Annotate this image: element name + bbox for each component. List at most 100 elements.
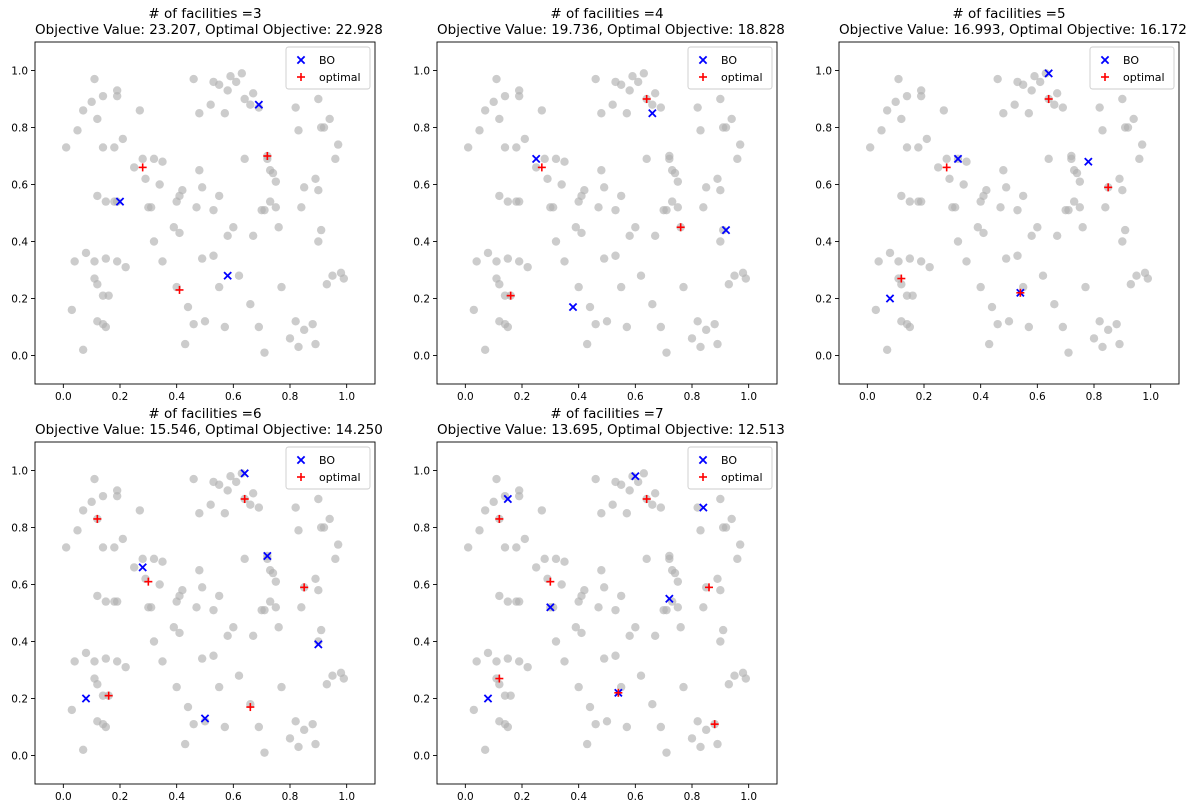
- customer-point: [463, 543, 473, 552]
- customer-point: [271, 203, 281, 212]
- optimal-point: [175, 285, 184, 294]
- customer-point: [333, 140, 343, 149]
- customer-point: [650, 489, 660, 498]
- customer-point: [733, 554, 742, 564]
- customer-point: [693, 317, 702, 326]
- customer-point: [339, 674, 349, 683]
- customer-point: [297, 603, 306, 612]
- customer-point: [551, 637, 561, 646]
- customer-point: [294, 742, 303, 752]
- customer-point: [984, 339, 994, 349]
- customer-point: [577, 228, 586, 238]
- customer-point: [628, 472, 637, 481]
- x-tick-label: 1.0: [740, 791, 757, 803]
- x-tick-label: 0.2: [514, 791, 531, 803]
- customer-point: [571, 623, 581, 632]
- customer-point: [650, 89, 660, 98]
- customer-point: [701, 325, 711, 335]
- customer-point: [1078, 223, 1087, 232]
- customer-point: [625, 231, 634, 240]
- y-tick-label: 0.0: [815, 350, 832, 362]
- customer-point: [721, 523, 731, 532]
- customer-point: [979, 228, 988, 238]
- customer-point: [469, 305, 479, 315]
- customer-point: [1010, 100, 1019, 109]
- customer-point: [1132, 271, 1141, 280]
- customer-point: [87, 497, 96, 507]
- customer-point: [333, 540, 343, 549]
- legend-bo-label: BO: [1123, 54, 1139, 67]
- customer-point: [916, 91, 926, 101]
- customer-point: [214, 480, 224, 489]
- x-tick-label: 0.6: [627, 791, 644, 803]
- customer-point: [962, 257, 971, 266]
- customer-point: [197, 583, 207, 592]
- customer-point: [314, 637, 323, 646]
- customer-point: [138, 154, 147, 164]
- customer-point: [622, 509, 632, 518]
- x-tick-label: 0.2: [514, 391, 531, 403]
- customer-point: [291, 503, 300, 512]
- optimal-point: [942, 163, 951, 172]
- customer-point: [650, 231, 660, 240]
- customer-point: [226, 472, 235, 481]
- customer-point: [1027, 86, 1036, 95]
- customer-point: [687, 334, 697, 343]
- y-tick-label: 0.2: [413, 293, 430, 305]
- legend-bo-label: BO: [319, 54, 335, 67]
- customer-point: [696, 342, 705, 352]
- customer-point: [622, 109, 632, 118]
- customer-point: [209, 605, 218, 615]
- customer-point: [1001, 254, 1011, 263]
- customer-point: [713, 574, 722, 583]
- customer-point: [70, 657, 79, 666]
- customer-point: [285, 734, 295, 743]
- customer-point: [993, 74, 1002, 84]
- customer-point: [1013, 251, 1022, 260]
- customer-point: [294, 342, 303, 352]
- optimal-point: [676, 223, 685, 232]
- customer-point: [599, 254, 609, 263]
- customer-point: [591, 319, 600, 329]
- customer-point: [299, 325, 309, 335]
- customer-point: [274, 623, 283, 632]
- customer-point: [189, 719, 198, 729]
- optimal-point: [104, 691, 113, 700]
- customer-point: [483, 648, 493, 658]
- customer-point: [1075, 203, 1085, 212]
- customer-point: [503, 597, 513, 606]
- legend-bo-marker: [698, 55, 708, 65]
- customer-point: [110, 143, 119, 152]
- customer-point: [316, 625, 326, 635]
- customer-point: [648, 500, 657, 509]
- customer-point: [1064, 205, 1073, 215]
- customer-point: [475, 126, 484, 135]
- customer-point: [223, 631, 232, 640]
- bo-point: [81, 694, 91, 703]
- customer-point: [78, 106, 88, 115]
- customer-point: [254, 503, 264, 512]
- legend-optimal-label: optimal: [721, 471, 763, 484]
- customer-point: [503, 722, 513, 732]
- legend-box: [687, 446, 773, 490]
- customer-point: [183, 702, 193, 712]
- customer-point: [463, 143, 473, 152]
- customer-point: [223, 231, 232, 240]
- customer-point: [718, 225, 728, 235]
- customer-point: [195, 166, 204, 175]
- customer-point: [141, 174, 150, 183]
- customer-point: [1095, 317, 1104, 326]
- customer-point: [1120, 225, 1130, 235]
- customer-point: [537, 106, 547, 115]
- customer-point: [1024, 322, 1034, 332]
- customer-point: [877, 126, 886, 135]
- customer-point: [67, 305, 77, 315]
- customer-point: [1018, 191, 1028, 201]
- customer-point: [1118, 237, 1127, 246]
- customer-point: [260, 605, 269, 615]
- legend-optimal-label: optimal: [721, 71, 763, 84]
- x-tick-label: 0.0: [55, 391, 72, 403]
- customer-point: [608, 100, 617, 109]
- customer-point: [1123, 123, 1133, 132]
- customer-point: [735, 140, 745, 149]
